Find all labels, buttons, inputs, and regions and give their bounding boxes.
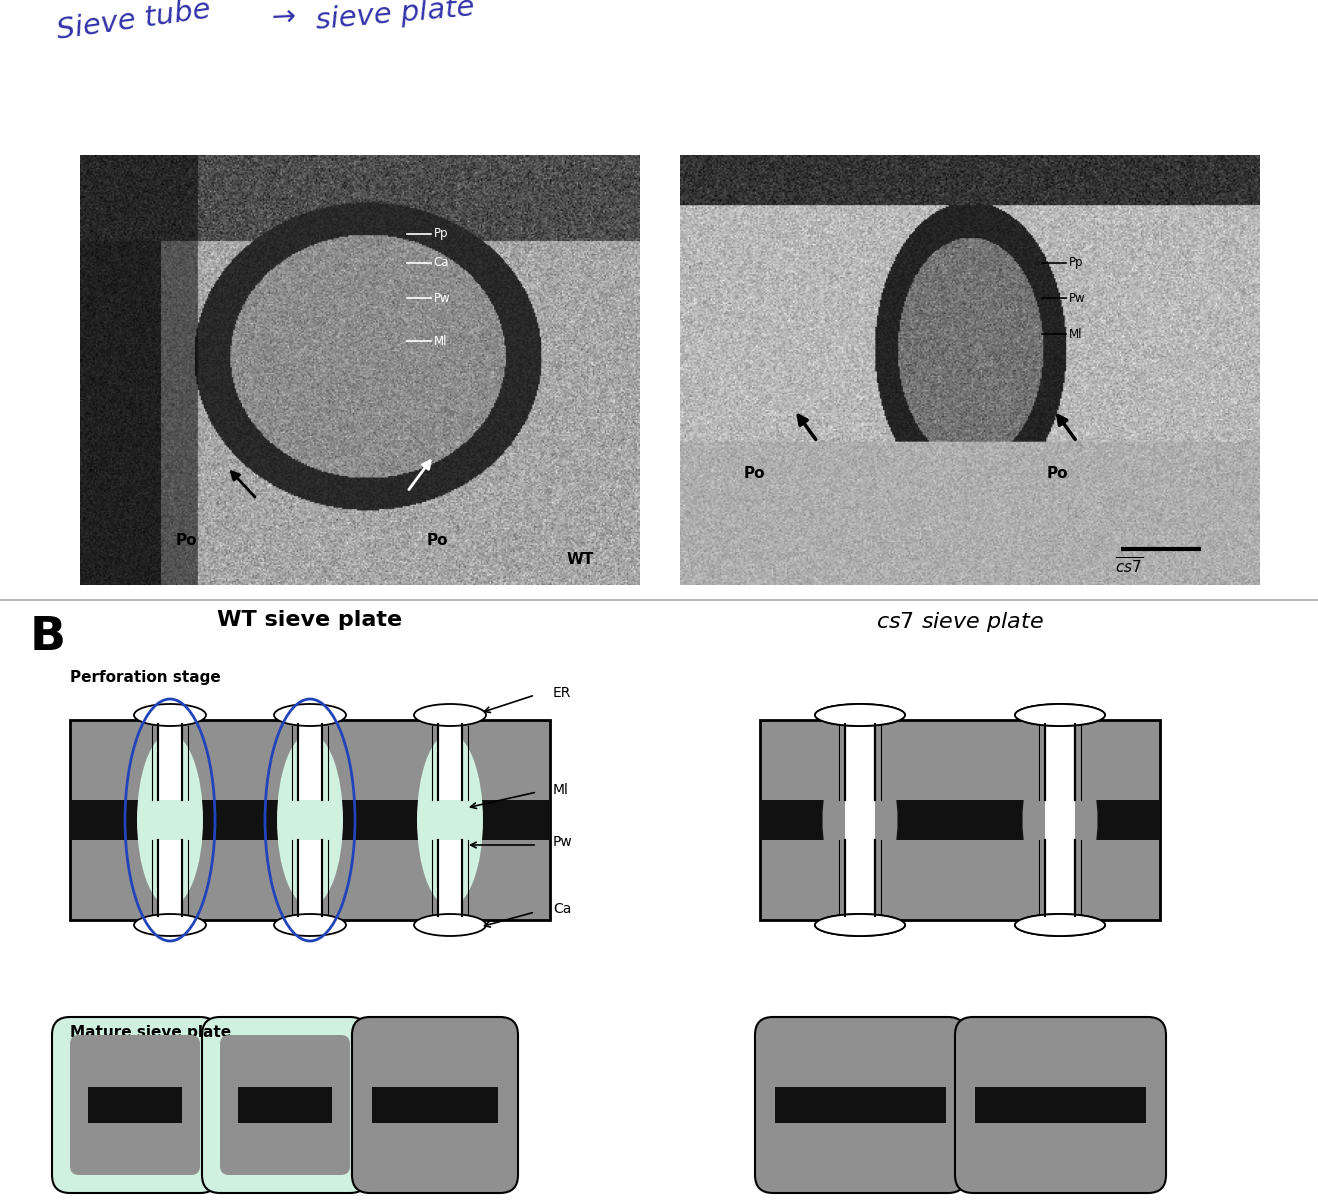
Text: Po: Po	[175, 533, 198, 548]
Bar	[438, 724, 463, 800]
Text: Pp: Pp	[1069, 256, 1083, 269]
Text: Ca: Ca	[554, 902, 572, 916]
Ellipse shape	[134, 704, 206, 726]
Text: Pp: Pp	[434, 227, 448, 240]
FancyBboxPatch shape	[202, 1018, 368, 1193]
Bar	[88, 1087, 182, 1123]
Bar	[1045, 724, 1075, 800]
Ellipse shape	[416, 733, 482, 906]
Text: Po: Po	[1046, 466, 1068, 480]
Ellipse shape	[414, 704, 486, 726]
Bar	[775, 1087, 946, 1123]
Bar	[298, 840, 322, 916]
Text: Pw: Pw	[554, 835, 573, 850]
Ellipse shape	[1023, 736, 1098, 905]
Text: Sieve tube: Sieve tube	[55, 0, 212, 44]
Bar	[298, 724, 322, 800]
Text: $cs7$ sieve plate: $cs7$ sieve plate	[876, 610, 1044, 634]
Text: WT sieve plate: WT sieve plate	[217, 610, 402, 630]
FancyBboxPatch shape	[220, 1034, 351, 1175]
Bar	[845, 840, 875, 916]
Ellipse shape	[1015, 704, 1104, 726]
Ellipse shape	[1015, 704, 1104, 726]
Ellipse shape	[134, 914, 206, 936]
FancyBboxPatch shape	[956, 1018, 1166, 1193]
Bar	[845, 728, 875, 911]
Text: Pw: Pw	[434, 292, 451, 305]
Ellipse shape	[137, 733, 203, 906]
Text: Pw: Pw	[1069, 292, 1086, 305]
Text: B: B	[30, 614, 66, 660]
Bar	[1045, 728, 1075, 911]
FancyBboxPatch shape	[352, 1018, 518, 1193]
Text: Ml: Ml	[554, 782, 569, 797]
FancyBboxPatch shape	[51, 1018, 217, 1193]
Ellipse shape	[1015, 914, 1104, 936]
Bar	[158, 840, 182, 916]
Bar	[438, 840, 463, 916]
FancyBboxPatch shape	[755, 1018, 966, 1193]
Text: ER: ER	[554, 686, 572, 700]
Text: Po: Po	[426, 533, 448, 548]
Ellipse shape	[277, 733, 343, 906]
Bar	[845, 724, 875, 800]
Text: sieve plate: sieve plate	[315, 0, 476, 35]
Bar	[70, 720, 550, 920]
Ellipse shape	[815, 704, 905, 726]
Ellipse shape	[815, 914, 905, 936]
Ellipse shape	[815, 704, 905, 726]
Bar	[70, 800, 550, 840]
Ellipse shape	[822, 736, 898, 905]
Text: →: →	[270, 2, 295, 32]
Bar	[158, 724, 182, 800]
Bar	[239, 1087, 332, 1123]
Text: WT: WT	[567, 552, 593, 566]
Text: $\overline{cs7}$: $\overline{cs7}$	[1115, 557, 1143, 576]
Bar	[975, 1087, 1145, 1123]
Bar	[760, 800, 1160, 840]
Ellipse shape	[1015, 914, 1104, 936]
Ellipse shape	[274, 914, 347, 936]
Text: Ml: Ml	[1069, 328, 1082, 341]
Bar	[372, 1087, 498, 1123]
Text: Ml: Ml	[434, 335, 447, 348]
Text: Mature sieve plate: Mature sieve plate	[70, 1025, 231, 1040]
Text: Perforation stage: Perforation stage	[70, 670, 220, 685]
Text: Po: Po	[745, 466, 766, 480]
Text: Ca: Ca	[434, 256, 449, 269]
Ellipse shape	[414, 914, 486, 936]
FancyBboxPatch shape	[70, 1034, 200, 1175]
Ellipse shape	[815, 914, 905, 936]
Ellipse shape	[274, 704, 347, 726]
Bar	[1045, 840, 1075, 916]
Bar	[760, 720, 1160, 920]
